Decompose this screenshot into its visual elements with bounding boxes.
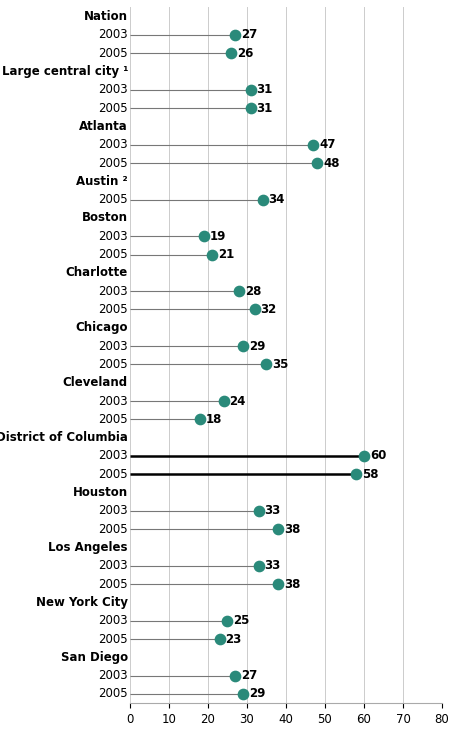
Text: 2005: 2005 bbox=[98, 248, 128, 261]
Text: 35: 35 bbox=[272, 358, 289, 371]
Text: San Diego: San Diego bbox=[61, 651, 128, 664]
Text: 38: 38 bbox=[284, 577, 300, 591]
Text: 2003: 2003 bbox=[98, 615, 128, 627]
Point bbox=[275, 523, 282, 535]
Point bbox=[247, 84, 254, 96]
Text: Nation: Nation bbox=[84, 10, 128, 23]
Text: 2003: 2003 bbox=[98, 138, 128, 151]
Text: 33: 33 bbox=[264, 559, 281, 572]
Text: 27: 27 bbox=[241, 28, 258, 42]
Text: 2005: 2005 bbox=[98, 687, 128, 700]
Text: 34: 34 bbox=[268, 193, 285, 206]
Text: 2003: 2003 bbox=[98, 83, 128, 96]
Point bbox=[208, 248, 216, 260]
Text: Chicago: Chicago bbox=[75, 321, 128, 334]
Text: 19: 19 bbox=[210, 230, 226, 243]
Text: Los Angeles: Los Angeles bbox=[48, 541, 128, 554]
Text: 31: 31 bbox=[257, 83, 273, 96]
Point bbox=[224, 615, 231, 626]
Text: 2003: 2003 bbox=[98, 394, 128, 408]
Point bbox=[275, 578, 282, 590]
Text: Charlotte: Charlotte bbox=[66, 266, 128, 280]
Point bbox=[232, 670, 239, 682]
Text: Large central city ¹: Large central city ¹ bbox=[1, 65, 128, 78]
Point bbox=[247, 102, 254, 114]
Text: 18: 18 bbox=[206, 413, 222, 426]
Text: 2005: 2005 bbox=[98, 632, 128, 646]
Text: Austin ²: Austin ² bbox=[76, 175, 128, 187]
Text: 32: 32 bbox=[261, 303, 277, 316]
Point bbox=[251, 304, 258, 315]
Text: 2003: 2003 bbox=[98, 339, 128, 353]
Text: District of Columbia: District of Columbia bbox=[0, 431, 128, 444]
Point bbox=[263, 359, 270, 371]
Text: 48: 48 bbox=[323, 156, 340, 170]
Text: 60: 60 bbox=[370, 449, 386, 463]
Text: 33: 33 bbox=[264, 504, 281, 517]
Text: 2005: 2005 bbox=[98, 193, 128, 206]
Text: 2005: 2005 bbox=[98, 468, 128, 481]
Text: 23: 23 bbox=[226, 632, 242, 646]
Point bbox=[228, 48, 235, 60]
Point bbox=[239, 340, 247, 352]
Text: 2005: 2005 bbox=[98, 102, 128, 115]
Text: 47: 47 bbox=[319, 138, 336, 151]
Text: 31: 31 bbox=[257, 102, 273, 115]
Text: 21: 21 bbox=[218, 248, 234, 261]
Point bbox=[255, 505, 262, 517]
Point bbox=[239, 688, 247, 700]
Point bbox=[255, 559, 262, 571]
Text: 2003: 2003 bbox=[98, 504, 128, 517]
Text: Houston: Houston bbox=[73, 486, 128, 499]
Text: 2003: 2003 bbox=[98, 28, 128, 42]
Text: 2003: 2003 bbox=[98, 559, 128, 572]
Text: 2005: 2005 bbox=[98, 577, 128, 591]
Point bbox=[232, 29, 239, 41]
Text: 2005: 2005 bbox=[98, 523, 128, 536]
Point bbox=[360, 450, 368, 462]
Text: 2003: 2003 bbox=[98, 669, 128, 682]
Text: 2005: 2005 bbox=[98, 303, 128, 316]
Point bbox=[220, 395, 227, 407]
Text: 28: 28 bbox=[245, 285, 261, 298]
Text: 27: 27 bbox=[241, 669, 258, 682]
Point bbox=[235, 285, 243, 297]
Text: 29: 29 bbox=[249, 339, 265, 353]
Text: 26: 26 bbox=[237, 47, 253, 60]
Text: 2005: 2005 bbox=[98, 413, 128, 426]
Text: 29: 29 bbox=[249, 687, 265, 700]
Text: New York City: New York City bbox=[36, 596, 128, 609]
Point bbox=[353, 468, 360, 480]
Text: 2005: 2005 bbox=[98, 156, 128, 170]
Point bbox=[200, 231, 207, 243]
Text: 2003: 2003 bbox=[98, 230, 128, 243]
Point bbox=[313, 157, 321, 169]
Point bbox=[259, 193, 266, 205]
Text: 24: 24 bbox=[230, 394, 246, 408]
Point bbox=[310, 139, 317, 151]
Point bbox=[216, 633, 223, 645]
Text: 25: 25 bbox=[233, 615, 250, 627]
Text: Boston: Boston bbox=[82, 211, 128, 225]
Text: 2003: 2003 bbox=[98, 285, 128, 298]
Text: Atlanta: Atlanta bbox=[79, 120, 128, 133]
Text: 38: 38 bbox=[284, 523, 300, 536]
Text: 2003: 2003 bbox=[98, 449, 128, 463]
Text: Cleveland: Cleveland bbox=[63, 376, 128, 389]
Text: 2005: 2005 bbox=[98, 358, 128, 371]
Text: 2005: 2005 bbox=[98, 47, 128, 60]
Point bbox=[197, 414, 204, 426]
Text: 58: 58 bbox=[362, 468, 378, 481]
